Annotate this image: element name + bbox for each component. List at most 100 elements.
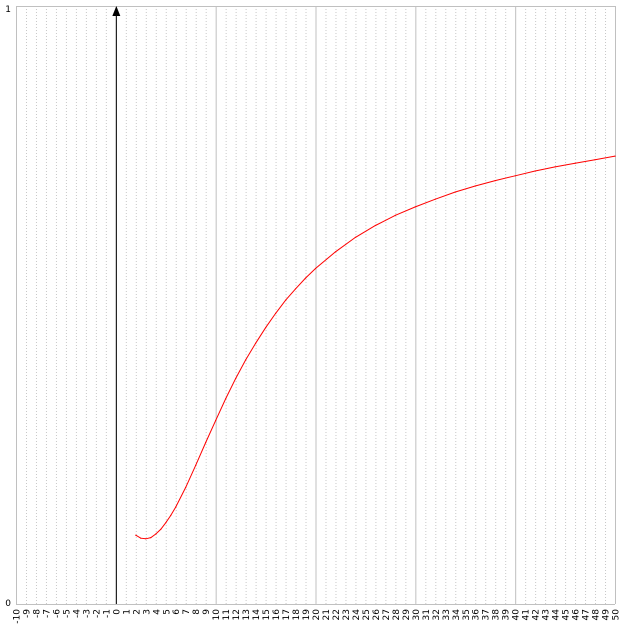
- data-point: [494, 180, 496, 182]
- x-tick-label: 30: [412, 609, 422, 621]
- data-point: [185, 486, 187, 488]
- x-tick-label: 32: [432, 609, 442, 620]
- data-point: [285, 299, 287, 301]
- x-tick-label: 2: [132, 609, 142, 615]
- x-tick-label: 38: [492, 609, 502, 621]
- data-point: [155, 533, 157, 535]
- x-tick-label: 23: [342, 609, 352, 620]
- x-tick-label: 1: [122, 609, 132, 615]
- x-tick-label: -7: [42, 609, 52, 618]
- x-tick-label: 36: [472, 609, 482, 621]
- data-point: [265, 327, 267, 329]
- data-point: [275, 312, 277, 314]
- y-tick-label: 1: [5, 5, 11, 15]
- x-tick-label: 45: [562, 609, 572, 620]
- x-tick-label: 22: [332, 609, 342, 620]
- x-tick-label: -2: [92, 609, 102, 618]
- x-tick-label: 25: [362, 609, 372, 620]
- x-tick-label: -5: [62, 609, 72, 618]
- data-point: [175, 506, 177, 508]
- x-tick-label: 15: [262, 609, 272, 620]
- data-point: [514, 175, 516, 177]
- x-tick-label: 47: [582, 609, 592, 620]
- data-point: [574, 162, 576, 164]
- data-point: [554, 166, 556, 168]
- x-tick-label: 0: [112, 609, 122, 615]
- data-point: [195, 464, 197, 466]
- x-tick-label: 17: [282, 609, 292, 620]
- x-tick-label: 44: [552, 609, 562, 621]
- x-tick-label: 5: [162, 609, 172, 615]
- data-point: [140, 537, 142, 539]
- x-tick-label: 6: [172, 609, 182, 615]
- x-tick-label: 49: [602, 609, 612, 621]
- data-point: [594, 159, 596, 161]
- x-tick-label: 4: [152, 609, 162, 615]
- data-point: [215, 419, 217, 421]
- data-point: [135, 534, 137, 536]
- x-tick-label: 29: [402, 609, 412, 621]
- data-point: [534, 170, 536, 172]
- x-tick-label: 3: [142, 609, 152, 615]
- x-tick-label: 50: [612, 609, 621, 621]
- x-tick-label: 28: [392, 609, 402, 621]
- x-tick-label: 43: [542, 609, 552, 620]
- x-tick-label: 34: [452, 609, 462, 621]
- data-point: [374, 224, 376, 227]
- x-tick-label: 24: [352, 609, 362, 621]
- x-tick-label: 10: [212, 609, 222, 621]
- x-tick-label: 16: [272, 609, 282, 621]
- data-point: [245, 359, 247, 361]
- x-tick-label: 42: [532, 609, 542, 620]
- x-tick-label: -10: [13, 609, 23, 624]
- x-tick-label: 48: [592, 609, 602, 621]
- x-tick-label: -4: [72, 609, 82, 618]
- x-tick-label: -6: [52, 609, 62, 618]
- data-point: [304, 277, 307, 279]
- data-point: [205, 441, 207, 444]
- data-point: [160, 528, 162, 530]
- x-tick-label: 33: [442, 609, 452, 620]
- data-point: [434, 198, 436, 200]
- data-point: [414, 206, 416, 208]
- data-point: [354, 236, 356, 238]
- data-point: [314, 267, 317, 270]
- x-tick-label: 12: [232, 609, 242, 620]
- y-axis-arrow: [112, 6, 121, 16]
- x-tick-label: 40: [512, 609, 522, 621]
- x-tick-label: 11: [222, 609, 232, 620]
- x-tick-label: 7: [182, 609, 192, 615]
- x-tick-label: 13: [242, 609, 252, 620]
- data-point: [454, 191, 456, 193]
- data-point: [614, 155, 616, 157]
- x-tick-label: 37: [482, 609, 492, 620]
- series-line: [135, 155, 616, 540]
- x-tick-label: 39: [502, 609, 512, 621]
- data-point: [225, 398, 227, 400]
- x-tick-label: -9: [22, 609, 32, 618]
- data-point: [145, 538, 147, 540]
- x-tick-label: 20: [312, 609, 322, 621]
- data-point: [394, 214, 396, 216]
- x-tick-label: 35: [462, 609, 472, 620]
- data-point: [165, 522, 167, 524]
- x-tick-label: 8: [192, 609, 202, 615]
- y-tick-label: 0: [5, 599, 11, 609]
- x-tick-label: 27: [382, 609, 392, 620]
- data-point: [255, 342, 257, 344]
- x-tick-label: 18: [292, 609, 302, 621]
- x-tick-label: -3: [82, 609, 92, 618]
- data-point: [150, 537, 152, 539]
- data-point: [235, 378, 237, 380]
- x-tick-label: 19: [302, 609, 312, 621]
- x-tick-label: -8: [32, 609, 42, 618]
- x-tick-label: 9: [202, 609, 212, 615]
- x-tick-label: 14: [252, 609, 262, 621]
- x-tick-label: 26: [372, 609, 382, 621]
- data-point: [474, 185, 476, 187]
- x-tick-label: -1: [102, 609, 112, 618]
- data-point: [294, 288, 297, 290]
- data-point: [170, 514, 172, 517]
